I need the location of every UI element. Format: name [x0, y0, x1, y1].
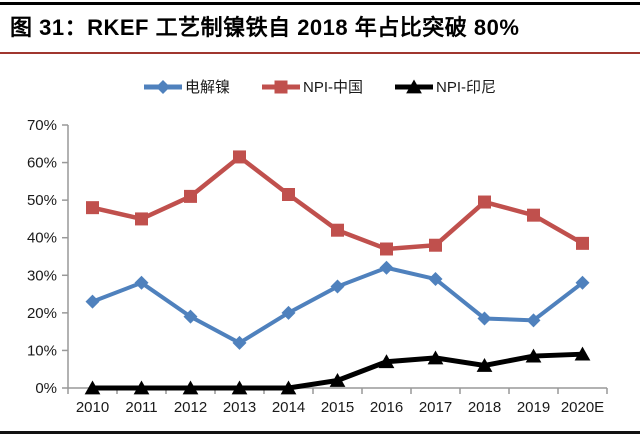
data-point-marker — [86, 201, 99, 215]
x-tick-label: 2012 — [174, 399, 207, 416]
top-rule — [0, 2, 640, 5]
x-tick-label: 2015 — [321, 399, 354, 416]
x-tick-label: 2016 — [370, 399, 403, 416]
data-point-marker — [231, 380, 248, 395]
y-tick-label: 70% — [27, 117, 57, 134]
y-tick-label: 10% — [27, 342, 57, 359]
data-point-marker — [574, 346, 591, 361]
legend-label: NPI-印尼 — [436, 79, 497, 96]
legend-label: NPI-中国 — [302, 79, 363, 96]
y-tick-label: 50% — [27, 192, 57, 209]
x-tick-label: 2011 — [125, 399, 157, 416]
legend-item-电解镍: 电解镍 — [143, 76, 230, 97]
bottom-rule — [0, 431, 640, 434]
data-point-marker — [135, 212, 148, 226]
y-tick-label: 30% — [27, 267, 57, 284]
x-tick-label: 2019 — [517, 399, 550, 416]
diamond-legend-marker-icon — [143, 79, 182, 94]
y-tick-label: 20% — [27, 305, 57, 322]
series-line-电解镍 — [91, 265, 584, 346]
x-tick-label: 2020E — [561, 399, 604, 416]
data-point-marker — [133, 380, 150, 395]
data-point-marker — [184, 189, 197, 203]
data-point-marker — [134, 275, 149, 290]
x-tick-label: 2018 — [468, 399, 501, 416]
data-point-marker — [281, 305, 296, 320]
data-point-marker — [525, 348, 542, 363]
x-tick-label: 2013 — [223, 399, 256, 416]
data-point-marker — [233, 150, 246, 164]
data-point-marker — [429, 238, 442, 252]
title-underline — [0, 52, 640, 54]
y-tick-label: 60% — [27, 155, 57, 172]
data-point-marker — [183, 309, 198, 324]
line-chart: 0% 10% 20% 30% 40% 50% 60% 70% 2010 2011 2012 2013 2… — [27, 117, 608, 416]
legend-item-NPI-印尼: NPI-印尼 — [395, 76, 496, 97]
y-tick-label: 0% — [35, 380, 57, 397]
data-point-marker — [84, 380, 101, 395]
figure-title: 图 31：RKEF 工艺制镍铁自 2018 年占比突破 80% — [10, 15, 520, 40]
data-point-marker — [85, 294, 100, 309]
x-tick-label: 2010 — [76, 399, 109, 416]
chart-legend: 电解镍 NPI-中国 NPI-印尼 — [0, 76, 640, 97]
data-point-marker — [280, 380, 297, 395]
data-point-marker — [378, 354, 395, 369]
legend-item-NPI-中国: NPI-中国 — [261, 76, 363, 97]
data-point-marker — [428, 272, 443, 287]
data-point-marker — [478, 195, 491, 209]
triangle-legend-marker-icon — [395, 79, 433, 93]
data-point-marker — [379, 260, 394, 275]
data-point-marker — [576, 236, 589, 250]
data-point-marker — [232, 335, 247, 350]
data-point-marker — [329, 372, 346, 387]
data-point-marker — [331, 223, 344, 237]
data-point-marker — [427, 350, 444, 365]
y-tick-label: 40% — [27, 230, 57, 247]
data-point-marker — [330, 279, 345, 294]
data-point-marker — [477, 311, 492, 326]
x-tick-label: 2014 — [272, 399, 305, 416]
data-point-marker — [380, 242, 393, 256]
data-point-marker — [527, 208, 540, 222]
square-legend-marker-icon — [261, 80, 300, 93]
data-point-marker — [575, 275, 590, 290]
data-point-marker — [282, 188, 295, 202]
data-point-marker — [476, 357, 493, 372]
data-point-marker — [182, 380, 199, 395]
data-point-marker — [526, 313, 541, 328]
x-tick-label: 2017 — [419, 399, 452, 416]
legend-label: 电解镍 — [184, 79, 230, 96]
